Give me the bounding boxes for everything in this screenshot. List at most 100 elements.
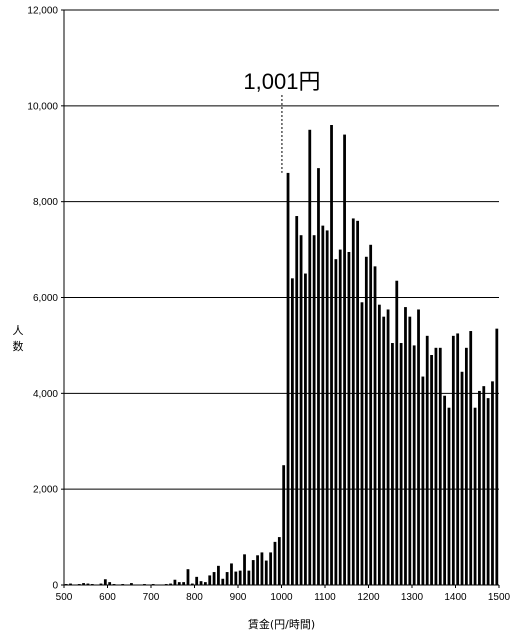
histogram-bar — [169, 583, 172, 585]
x-tick-label: 900 — [230, 592, 247, 603]
histogram-bar — [290, 278, 294, 585]
histogram-bar — [308, 129, 312, 585]
histogram-bar — [395, 280, 399, 585]
histogram-bar — [369, 244, 373, 585]
histogram-bar — [82, 583, 85, 585]
y-tick-label: 10,000 — [27, 101, 58, 112]
histogram-bar — [212, 572, 216, 585]
histogram-bar — [364, 256, 368, 585]
histogram-bar — [382, 316, 386, 585]
histogram-bar — [260, 552, 264, 585]
histogram-bar — [203, 582, 207, 585]
histogram-bar — [130, 583, 133, 585]
annotation-label: 1,001円 — [243, 69, 320, 94]
histogram-bar — [447, 407, 451, 585]
histogram-bar — [208, 575, 212, 585]
histogram-bar — [269, 552, 273, 585]
y-tick-label: 2,000 — [33, 485, 58, 496]
histogram-bar — [430, 355, 433, 585]
histogram-bar — [225, 572, 229, 585]
histogram-bar — [425, 335, 429, 585]
histogram-bar — [347, 251, 351, 585]
histogram-bar — [473, 407, 477, 585]
histogram-bar — [486, 398, 490, 585]
histogram-bar — [408, 316, 412, 585]
histogram-bar — [234, 571, 238, 585]
histogram-bar — [86, 583, 90, 585]
histogram-bar — [264, 560, 268, 585]
histogram-bar — [491, 381, 494, 585]
histogram-bar — [69, 583, 72, 585]
histogram-bar — [373, 266, 377, 585]
histogram-bar — [286, 172, 290, 585]
histogram-bar — [295, 216, 299, 585]
histogram-bar — [230, 563, 233, 585]
x-tick-label: 1200 — [357, 592, 380, 603]
histogram-bar — [464, 347, 468, 585]
histogram-bar — [277, 537, 281, 585]
y-axis-title: 人数 — [13, 324, 24, 353]
histogram-bar — [391, 343, 394, 585]
histogram-bar — [282, 465, 286, 585]
histogram-bar — [312, 235, 316, 586]
histogram-bar — [182, 582, 186, 585]
histogram-bar — [173, 579, 177, 585]
x-tick-label: 1300 — [401, 592, 424, 603]
histogram-bar — [438, 347, 442, 585]
histogram-bar — [334, 259, 338, 585]
histogram-bar — [321, 225, 325, 585]
x-tick-label: 700 — [143, 592, 160, 603]
x-tick-label: 800 — [186, 592, 203, 603]
histogram-bar — [351, 218, 355, 585]
histogram-bar — [343, 134, 346, 586]
histogram-bar — [356, 220, 360, 586]
histogram-bar — [360, 302, 364, 585]
histogram-bar — [443, 395, 447, 585]
histogram-bar — [338, 249, 342, 586]
x-axis-title: 賃金(円/時間) — [248, 617, 315, 631]
histogram-bar — [221, 578, 225, 585]
x-tick-label: 500 — [56, 592, 73, 603]
histogram-bar — [304, 273, 307, 585]
histogram-bar — [273, 541, 277, 585]
histogram-bar — [195, 576, 199, 585]
histogram-bar — [99, 583, 103, 585]
x-tick-label: 1000 — [270, 592, 293, 603]
histogram-bar — [330, 125, 333, 585]
x-tick-label: 600 — [99, 592, 116, 603]
histogram-bar — [460, 371, 464, 585]
x-tick-label: 1100 — [314, 592, 336, 603]
y-ticks: 0 2,000 4,000 6,000 8,000 10,000 12,000 — [27, 6, 64, 592]
histogram-bar — [482, 386, 486, 585]
histogram-bar — [399, 343, 403, 585]
x-tick-label: 1500 — [488, 592, 511, 603]
histogram-bar — [386, 309, 390, 585]
histogram-bar — [103, 579, 107, 585]
histogram-bar — [199, 581, 203, 585]
histogram-bar — [238, 570, 242, 585]
histogram-bar — [256, 555, 259, 585]
histogram-bar — [190, 583, 194, 585]
histogram-bar — [317, 168, 320, 585]
histogram-bar — [186, 569, 190, 585]
y-tick-label: 0 — [52, 581, 58, 592]
histogram-bar — [421, 376, 425, 585]
histogram-bar — [469, 331, 473, 585]
histogram-bar — [325, 230, 329, 585]
histogram-bar — [247, 570, 251, 585]
y-tick-label: 12,000 — [27, 6, 58, 17]
histogram-bar — [243, 554, 246, 585]
y-tick-label: 4,000 — [33, 389, 58, 400]
histogram-bar — [478, 390, 481, 585]
histogram-bar — [177, 582, 181, 585]
histogram-bar — [412, 345, 416, 585]
histogram-bar — [456, 333, 460, 585]
histogram-bar — [417, 309, 420, 585]
histogram-bar — [217, 565, 220, 585]
y-tick-label: 8,000 — [33, 197, 58, 208]
histogram-bar — [434, 347, 438, 585]
bars — [64, 125, 499, 586]
y-tick-label: 6,000 — [33, 293, 58, 304]
x-tick-label: 1400 — [444, 592, 467, 603]
